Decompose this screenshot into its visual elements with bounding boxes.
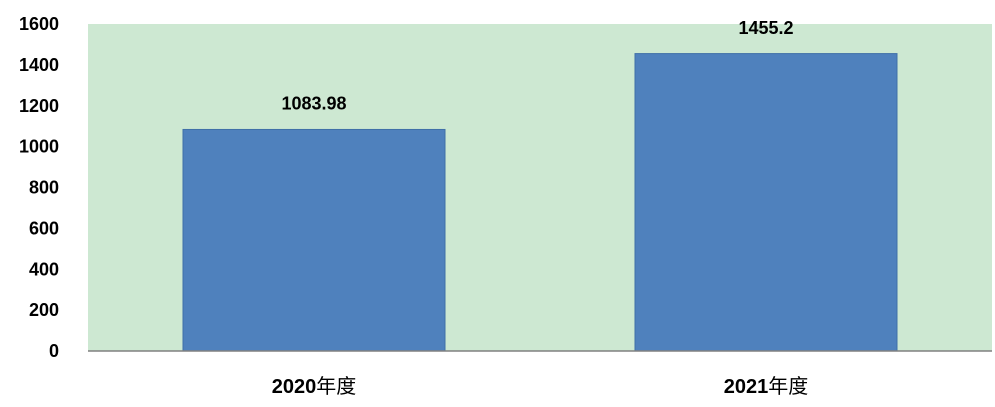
data-label: 1455.2 [738, 18, 793, 38]
y-tick-label: 1200 [19, 96, 59, 116]
y-tick-label: 1400 [19, 55, 59, 75]
y-tick-label: 600 [29, 218, 59, 238]
bars [182, 53, 898, 352]
category-labels: 2020年度 2021年度 [272, 375, 809, 398]
data-label: 1083.98 [281, 93, 346, 113]
y-tick-label: 400 [29, 259, 59, 279]
bar [634, 53, 898, 352]
y-tick-label: 1600 [19, 14, 59, 34]
y-tick-label: 200 [29, 300, 59, 320]
data-labels: 1083.98 1455.2 [281, 18, 793, 113]
category-label: 2020年度 [272, 375, 357, 398]
bar [182, 128, 446, 352]
category-label: 2021年度 [724, 375, 809, 398]
y-axis-ticks: 0 200 400 600 800 1000 1200 1400 1600 [19, 14, 59, 361]
y-tick-label: 0 [49, 341, 59, 361]
y-tick-label: 800 [29, 178, 59, 198]
y-tick-label: 1000 [19, 137, 59, 157]
